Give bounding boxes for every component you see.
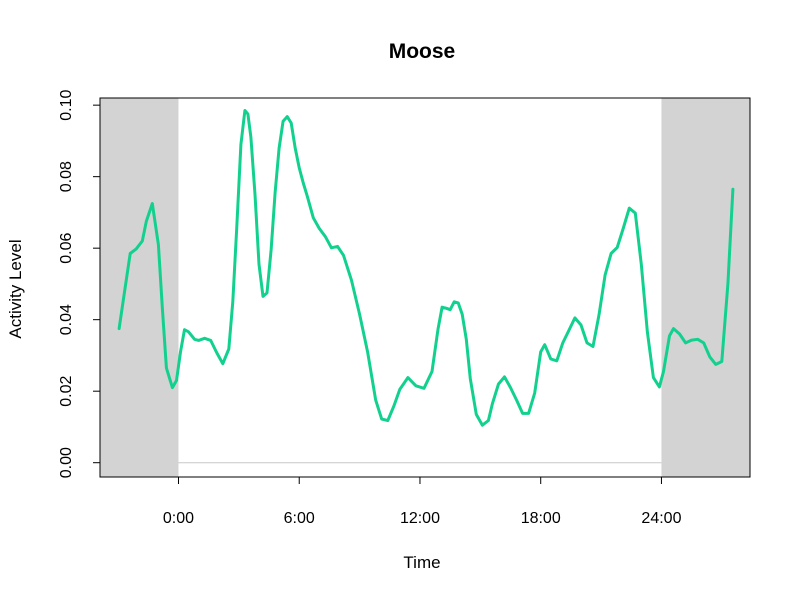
x-axis-label: Time [403, 553, 440, 572]
y-tick-label: 0.10 [58, 90, 75, 121]
x-tick-label: 24:00 [641, 510, 681, 527]
y-axis: 0.00 0.02 0.04 0.06 0.08 0.10 [58, 90, 101, 478]
x-axis: 0:00 6:00 12:00 18:00 24:00 [163, 476, 682, 527]
y-tick-label: 0.00 [58, 447, 75, 478]
x-tick-label: 18:00 [521, 510, 561, 527]
x-tick-label: 0:00 [163, 510, 194, 527]
series-line-0 [117, 109, 735, 427]
series-lines [117, 109, 735, 427]
x-tick-label: 12:00 [400, 510, 440, 527]
chart-title: Moose [389, 40, 456, 63]
shaded-region-0 [100, 98, 179, 477]
y-axis-label: Activity Level [6, 239, 25, 338]
plot-frame [99, 97, 751, 478]
x-tick-label: 6:00 [284, 510, 315, 527]
shaded-region-1 [661, 98, 750, 477]
y-tick-label: 0.06 [58, 233, 75, 264]
shaded-regions [100, 98, 750, 477]
y-tick-label: 0.08 [58, 161, 75, 192]
y-tick-label: 0.02 [58, 376, 75, 407]
y-tick-label: 0.04 [58, 304, 75, 335]
